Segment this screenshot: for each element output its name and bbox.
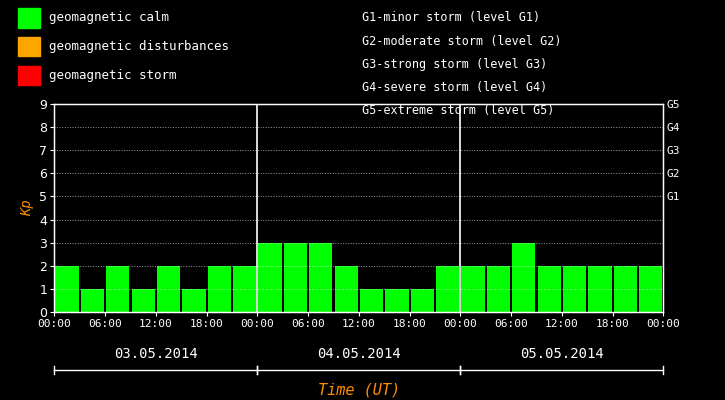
Bar xyxy=(182,289,206,312)
Text: 03.05.2014: 03.05.2014 xyxy=(114,347,198,361)
Bar xyxy=(55,266,79,312)
Bar xyxy=(436,266,460,312)
Text: G2-moderate storm (level G2): G2-moderate storm (level G2) xyxy=(362,35,562,48)
Bar xyxy=(283,243,307,312)
Bar xyxy=(207,266,231,312)
Bar xyxy=(80,289,104,312)
Bar xyxy=(461,266,485,312)
Bar xyxy=(334,266,358,312)
Bar xyxy=(131,289,155,312)
Text: G1-minor storm (level G1): G1-minor storm (level G1) xyxy=(362,12,541,24)
Bar xyxy=(106,266,130,312)
Text: 05.05.2014: 05.05.2014 xyxy=(520,347,604,361)
Bar xyxy=(639,266,663,312)
Bar xyxy=(588,266,612,312)
Text: G3-strong storm (level G3): G3-strong storm (level G3) xyxy=(362,58,548,71)
Bar xyxy=(512,243,536,312)
Bar xyxy=(563,266,587,312)
Text: geomagnetic storm: geomagnetic storm xyxy=(49,69,176,82)
Bar xyxy=(309,243,333,312)
Text: G4-severe storm (level G4): G4-severe storm (level G4) xyxy=(362,81,548,94)
Text: geomagnetic disturbances: geomagnetic disturbances xyxy=(49,40,228,53)
Bar xyxy=(613,266,637,312)
Bar xyxy=(233,266,257,312)
Y-axis label: Kp: Kp xyxy=(20,200,34,216)
Text: geomagnetic calm: geomagnetic calm xyxy=(49,12,169,24)
Bar xyxy=(157,266,181,312)
Text: G5-extreme storm (level G5): G5-extreme storm (level G5) xyxy=(362,104,555,117)
Bar xyxy=(410,289,434,312)
Bar xyxy=(258,243,282,312)
Bar xyxy=(385,289,409,312)
Text: 04.05.2014: 04.05.2014 xyxy=(317,347,401,361)
Text: Time (UT): Time (UT) xyxy=(318,382,400,398)
Bar xyxy=(537,266,561,312)
Bar xyxy=(360,289,384,312)
Bar xyxy=(486,266,510,312)
